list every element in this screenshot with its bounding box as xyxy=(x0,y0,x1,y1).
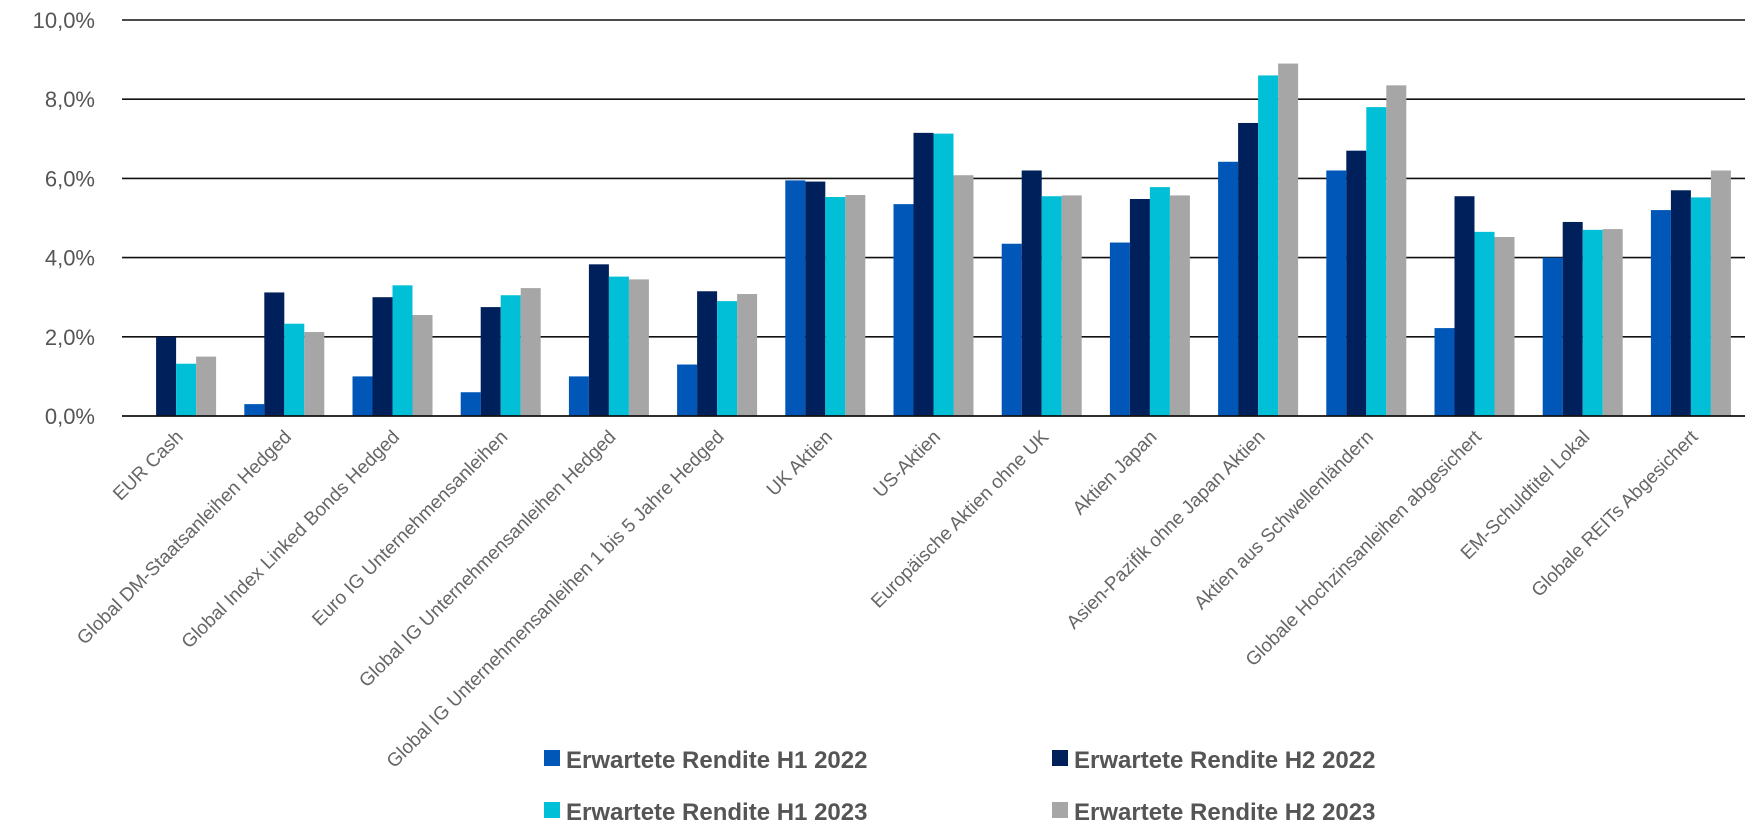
bar xyxy=(1454,196,1475,416)
y-tick-label: 0,0% xyxy=(45,404,95,429)
x-tick-label: Global Index Linked Bonds Hedged xyxy=(178,427,404,653)
legend: Erwartete Rendite H1 2022 Erwartete Rendi… xyxy=(544,747,1375,826)
x-tick-label: EUR Cash xyxy=(109,427,187,505)
bar xyxy=(480,307,501,416)
bar xyxy=(1218,161,1239,416)
x-tick-label: Aktien aus Schwellenländern xyxy=(1190,427,1377,614)
bar xyxy=(1238,122,1259,417)
bar xyxy=(156,336,177,416)
bar xyxy=(737,294,758,416)
bar xyxy=(1366,107,1387,417)
bar xyxy=(717,301,738,416)
x-tick-label: Asien-Pazifik ohne Japan Aktien xyxy=(1063,427,1270,634)
bar xyxy=(1129,198,1150,416)
bar xyxy=(1710,170,1731,416)
bar xyxy=(608,276,629,416)
bar xyxy=(500,295,521,416)
bar xyxy=(520,288,541,416)
bar xyxy=(1169,195,1190,416)
bar xyxy=(284,323,305,416)
bar xyxy=(1001,243,1022,416)
bar xyxy=(1650,210,1671,416)
bar xyxy=(845,195,866,416)
x-tick-label: Euro IG Unternehmensanleihen xyxy=(308,427,512,631)
bar xyxy=(264,292,285,416)
bar xyxy=(392,285,413,416)
legend-swatch xyxy=(544,802,560,818)
bar xyxy=(1149,187,1170,416)
bar xyxy=(412,315,433,416)
bar xyxy=(953,175,974,416)
bar xyxy=(1346,150,1367,416)
x-tick-label: Global DM-Staatsanleihen Hedged xyxy=(73,427,295,649)
bar xyxy=(1602,229,1623,416)
y-tick-label: 8,0% xyxy=(45,87,95,112)
bar xyxy=(785,180,806,416)
x-tick-label: US-Aktien xyxy=(870,427,945,502)
bar xyxy=(304,332,325,416)
x-tick-label: Aktien Japan xyxy=(1069,427,1162,520)
bar xyxy=(1542,257,1563,416)
legend-label: Erwartete Rendite H2 2022 xyxy=(1074,747,1375,774)
bar xyxy=(1690,197,1711,416)
bar xyxy=(1474,231,1495,416)
bar xyxy=(372,297,393,416)
bar xyxy=(1326,170,1347,416)
legend-label: Erwartete Rendite H1 2022 xyxy=(566,747,867,774)
bar xyxy=(1258,75,1279,416)
bar xyxy=(825,197,846,416)
bar xyxy=(1494,237,1515,416)
bar xyxy=(1670,190,1691,416)
bar xyxy=(1278,63,1299,417)
bar xyxy=(697,291,718,416)
x-tick-label: Globale Hochzinsanleihen abgesichert xyxy=(1242,426,1487,671)
y-tick-label: 6,0% xyxy=(45,166,95,191)
legend-swatch xyxy=(1052,750,1068,766)
bars xyxy=(156,63,1731,417)
bar xyxy=(1434,328,1455,416)
bar xyxy=(1562,221,1583,416)
bar xyxy=(1061,195,1082,416)
legend-swatch xyxy=(544,750,560,766)
y-tick-label: 2,0% xyxy=(45,325,95,350)
x-tick-label: Europäische Aktien ohne UK xyxy=(867,426,1053,612)
bar xyxy=(1021,170,1042,416)
bar xyxy=(913,132,934,417)
y-tick-label: 4,0% xyxy=(45,246,95,271)
bar xyxy=(1041,196,1062,416)
bar xyxy=(588,264,609,416)
bar xyxy=(628,279,649,416)
bar xyxy=(352,376,373,416)
bar xyxy=(933,133,954,417)
bar xyxy=(893,204,914,416)
bar xyxy=(568,376,589,416)
legend-swatch xyxy=(1052,802,1068,818)
bar xyxy=(176,363,197,416)
bar xyxy=(1109,242,1130,416)
bar xyxy=(196,356,217,416)
bar xyxy=(1386,85,1407,416)
legend-label: Erwartete Rendite H2 2023 xyxy=(1074,799,1375,826)
bar xyxy=(244,404,265,416)
bar xyxy=(460,392,481,416)
bar xyxy=(1582,229,1603,416)
y-tick-label: 10,0% xyxy=(33,8,95,33)
bar xyxy=(677,364,698,416)
x-tick-label: UK Aktien xyxy=(763,427,837,501)
legend-label: Erwartete Rendite H1 2023 xyxy=(566,799,867,826)
bar xyxy=(805,181,826,416)
y-axis-ticks: 0,0% 2,0% 4,0% 6,0% 8,0% 10,0% xyxy=(33,8,95,429)
